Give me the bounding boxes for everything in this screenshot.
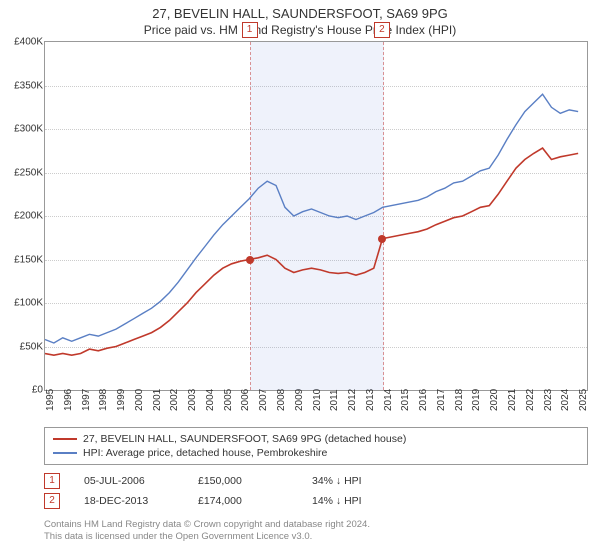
x-axis-label: 2017 (436, 389, 447, 411)
y-axis-label: £300K (3, 124, 43, 135)
x-axis-label: 2016 (418, 389, 429, 411)
x-axis-label: 1995 (45, 389, 56, 411)
y-axis-label: £100K (3, 298, 43, 309)
y-axis-label: £250K (3, 167, 43, 178)
x-axis-label: 2019 (471, 389, 482, 411)
x-axis-label: 2009 (294, 389, 305, 411)
chart-subtitle: Price paid vs. HM Land Registry's House … (0, 21, 600, 41)
sale-number-box: 1 (44, 473, 60, 489)
x-axis-label: 2003 (187, 389, 198, 411)
y-axis-label: £50K (3, 341, 43, 352)
y-axis-label: £150K (3, 254, 43, 265)
sale-number-box: 2 (44, 493, 60, 509)
sale-date: 18-DEC-2013 (84, 495, 174, 507)
x-axis-label: 1998 (98, 389, 109, 411)
x-axis-label: 1999 (116, 389, 127, 411)
x-axis-label: 2014 (383, 389, 394, 411)
sales-table: 1 05-JUL-2006 £150,000 34% ↓ HPI 2 18-DEC-201… (44, 471, 588, 511)
line-layer (45, 42, 587, 390)
x-axis-label: 2006 (240, 389, 251, 411)
legend-label: 27, BEVELIN HALL, SAUNDERSFOOT, SA69 9PG… (83, 433, 406, 445)
sale-row: 2 18-DEC-2013 £174,000 14% ↓ HPI (44, 491, 588, 511)
x-axis-label: 2002 (169, 389, 180, 411)
x-axis-label: 2023 (543, 389, 554, 411)
sale-delta: 14% ↓ HPI (312, 495, 402, 507)
y-axis-label: £400K (3, 37, 43, 48)
legend-swatch (53, 452, 77, 454)
chart-container: 27, BEVELIN HALL, SAUNDERSFOOT, SA69 9PG… (0, 0, 600, 560)
sale-price: £174,000 (198, 495, 288, 507)
x-axis-label: 2013 (365, 389, 376, 411)
y-axis-label: £0 (3, 385, 43, 396)
footer-line: Contains HM Land Registry data © Crown c… (44, 519, 588, 531)
legend: 27, BEVELIN HALL, SAUNDERSFOOT, SA69 9PG… (44, 427, 588, 465)
x-axis-label: 2020 (489, 389, 500, 411)
series-hpi (45, 94, 578, 343)
sale-row: 1 05-JUL-2006 £150,000 34% ↓ HPI (44, 471, 588, 491)
x-axis-label: 2008 (276, 389, 287, 411)
x-axis-label: 2015 (400, 389, 411, 411)
sale-price: £150,000 (198, 475, 288, 487)
footer-attribution: Contains HM Land Registry data © Crown c… (44, 519, 588, 544)
legend-row: HPI: Average price, detached house, Pemb… (53, 446, 579, 460)
legend-label: HPI: Average price, detached house, Pemb… (83, 447, 327, 459)
sale-date: 05-JUL-2006 (84, 475, 174, 487)
x-axis-label: 2011 (329, 389, 340, 411)
sale-marker-flag: 1 (242, 22, 258, 38)
x-axis-label: 2010 (312, 389, 323, 411)
y-axis-label: £350K (3, 80, 43, 91)
footer-line: This data is licensed under the Open Gov… (44, 531, 588, 543)
x-axis-label: 2025 (578, 389, 589, 411)
x-axis-label: 1996 (63, 389, 74, 411)
sale-delta: 34% ↓ HPI (312, 475, 402, 487)
y-axis-label: £200K (3, 211, 43, 222)
legend-row: 27, BEVELIN HALL, SAUNDERSFOOT, SA69 9PG… (53, 432, 579, 446)
x-axis-label: 2007 (258, 389, 269, 411)
sale-marker-flag: 2 (374, 22, 390, 38)
x-axis-label: 2004 (205, 389, 216, 411)
x-axis-label: 2022 (525, 389, 536, 411)
x-axis-label: 2024 (560, 389, 571, 411)
x-axis-label: 1997 (81, 389, 92, 411)
x-axis-label: 2005 (223, 389, 234, 411)
x-axis-label: 2012 (347, 389, 358, 411)
legend-swatch (53, 438, 77, 440)
plot-area: £0£50K£100K£150K£200K£250K£300K£350K£400… (44, 41, 588, 391)
x-axis-label: 2001 (152, 389, 163, 411)
x-axis-label: 2021 (507, 389, 518, 411)
x-axis-label: 2000 (134, 389, 145, 411)
chart-title: 27, BEVELIN HALL, SAUNDERSFOOT, SA69 9PG (0, 0, 600, 21)
x-axis-label: 2018 (454, 389, 465, 411)
